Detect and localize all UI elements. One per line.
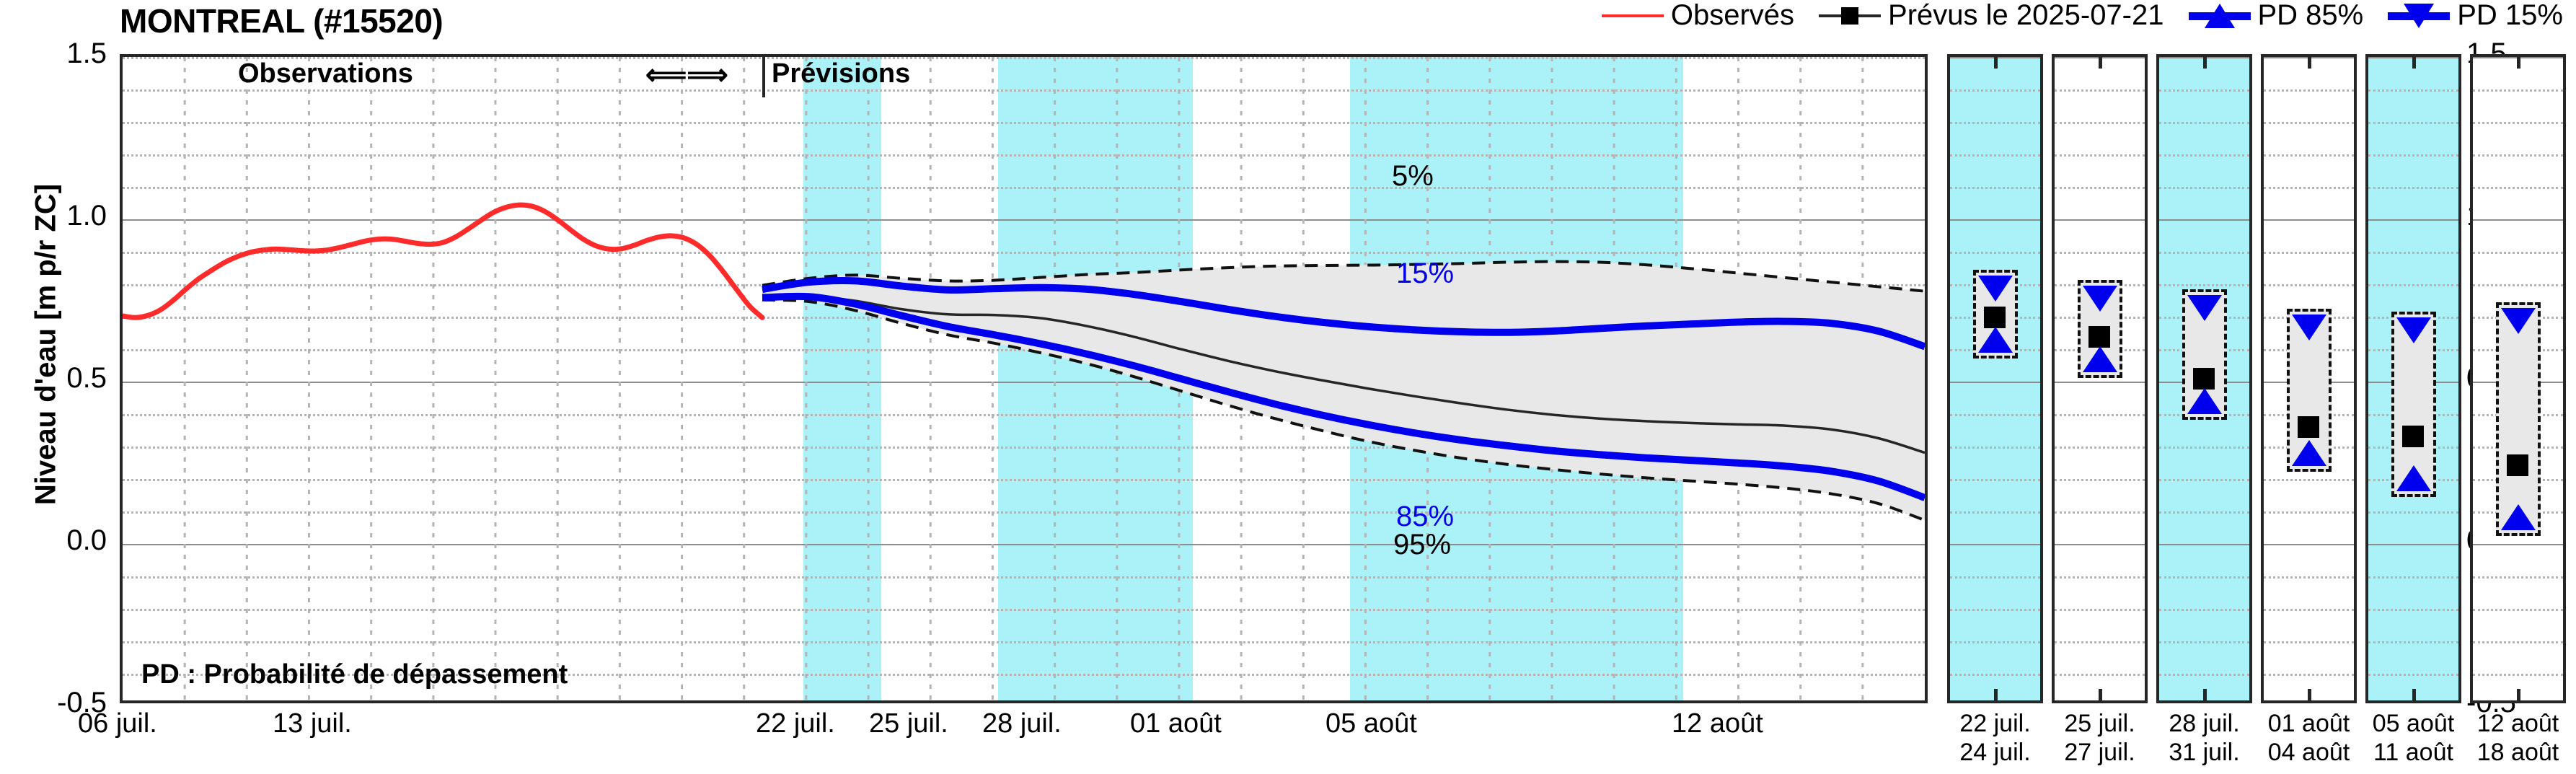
subpanel-date-start: 05 août xyxy=(2372,710,2455,737)
subpanel-marker-median xyxy=(2193,368,2215,390)
legend-label-observes: Observés xyxy=(1670,0,1795,31)
subpanel-tick-bottom xyxy=(1993,689,1998,700)
subpanel-tick-top xyxy=(2307,57,2311,69)
subpanel-tick-bottom xyxy=(2412,689,2416,700)
subpanel-date-end: 04 août xyxy=(2267,739,2350,766)
triangle-up-blue-icon xyxy=(2188,1,2251,30)
y-tick-label--0_5: -0.5 xyxy=(57,687,107,718)
subpanel-tick-bottom xyxy=(2516,689,2520,700)
x-tick-label-12aout: 12 août xyxy=(1672,708,1763,739)
subpanel-marker-pd15 xyxy=(2396,317,2431,344)
chart-legend: Observés Prévus le 2025-07-21 PD 85% PD … xyxy=(1601,0,2563,32)
legend-label-pd85: PD 85% xyxy=(2257,0,2364,31)
y-tick-label-0_0: 0.0 xyxy=(66,524,107,556)
subpanel-marker-median xyxy=(2088,326,2110,348)
subpanel-date-end: 31 juil. xyxy=(2169,739,2240,766)
page-title: MONTREAL (#15520) xyxy=(120,2,444,40)
subpanel-date-end: 24 juil. xyxy=(1959,739,2031,766)
subpanel-date-start: 01 août xyxy=(2267,710,2350,737)
subpanel-marker-pd85 xyxy=(2187,388,2222,415)
x-tick-label-25juil: 25 juil. xyxy=(869,708,948,739)
subpanel-2[interactable] xyxy=(2052,54,2148,703)
line-red-icon xyxy=(1601,1,1664,30)
subpanel-marker-median xyxy=(2507,454,2528,477)
observations-arrows: ⟸⟹ xyxy=(645,59,728,91)
subpanel-marker-median xyxy=(1984,307,2006,329)
legend-item-observes[interactable]: Observés xyxy=(1601,0,1795,32)
subpanel-date-label-2: 25 juil. 27 juil. xyxy=(2040,709,2159,767)
subpanel-marker-median xyxy=(2402,426,2424,448)
subpanel-tick-top xyxy=(2202,57,2207,69)
subpanel-date-label-4: 01 août 04 août xyxy=(2249,709,2368,767)
x-tick-label-05aout: 05 août xyxy=(1326,708,1417,739)
subpanel-tick-top xyxy=(2412,57,2416,69)
y-axis-label: Niveau d'eau [m p/r ZC] xyxy=(30,183,62,506)
subpanel-marker-pd15 xyxy=(2187,294,2222,321)
subpanel-date-start: 25 juil. xyxy=(2064,710,2135,737)
subpanel-marker-pd15 xyxy=(1978,276,2013,302)
subpanel-marker-pd85 xyxy=(2083,346,2117,373)
subpanel-1[interactable] xyxy=(1947,54,2043,703)
subpanel-date-end: 18 août xyxy=(2476,739,2559,766)
previsions-note: Prévisions xyxy=(772,58,911,89)
subpanel-date-start: 28 juil. xyxy=(2169,710,2240,737)
x-tick-label-01aout: 01 août xyxy=(1130,708,1222,739)
subpanel-tick-bottom xyxy=(2098,689,2102,700)
subpanel-range-box xyxy=(2496,302,2541,536)
x-tick-label-28juil: 28 juil. xyxy=(982,708,1062,739)
band-label-95pct: 95% xyxy=(1393,529,1452,560)
subpanel-tick-bottom xyxy=(2307,689,2311,700)
subpanel-date-label-6: 12 août 18 août xyxy=(2458,709,2576,767)
main-plot-area: Observations ⟸⟹ Prévisions 5% 15% 85% 95… xyxy=(120,54,1928,703)
legend-label-pd15: PD 15% xyxy=(2457,0,2563,31)
subpanel-date-start: 12 août xyxy=(2476,710,2559,737)
subpanel-date-label-3: 28 juil. 31 juil. xyxy=(2145,709,2264,767)
band-label-5pct: 5% xyxy=(1392,160,1434,192)
x-tick-label-22juil: 22 juil. xyxy=(756,708,835,739)
pd-footnote: PD : Probabilité de dépassement xyxy=(141,659,568,690)
subpanel-marker-pd15 xyxy=(2292,314,2326,340)
legend-item-prevus[interactable]: Prévus le 2025-07-21 xyxy=(1819,0,2164,32)
subpanel-marker-pd85 xyxy=(1978,327,2013,353)
subpanel-marker-pd15 xyxy=(2083,285,2117,312)
subpanel-marker-median xyxy=(2298,415,2319,438)
observations-note: Observations xyxy=(238,58,413,89)
y-tick-label-1_5: 1.5 xyxy=(66,38,107,69)
legend-label-prevus: Prévus le 2025-07-21 xyxy=(1888,0,2164,31)
subpanel-date-end: 27 juil. xyxy=(2064,739,2135,766)
x-tick-label-13juil: 13 juil. xyxy=(273,708,352,739)
subpanel-date-end: 11 août xyxy=(2373,739,2453,766)
legend-item-pd15[interactable]: PD 15% xyxy=(2388,0,2563,32)
subpanel-marker-pd15 xyxy=(2501,307,2536,334)
y-tick-label-0_5: 0.5 xyxy=(66,362,107,394)
y-tick-label-1_0: 1.0 xyxy=(66,200,107,232)
forecast-highlight-band xyxy=(803,57,881,700)
legend-item-pd85[interactable]: PD 85% xyxy=(2188,0,2364,32)
subpanel-tick-top xyxy=(2098,57,2102,69)
subpanel-date-label-5: 05 août 11 août xyxy=(2354,709,2473,767)
triangle-down-blue-icon xyxy=(2388,1,2451,30)
subpanel-tick-bottom xyxy=(2202,689,2207,700)
subpanel-tick-top xyxy=(1993,57,1998,69)
forecast-divider xyxy=(762,57,765,97)
x-tick-label-06juil: 06 juil. xyxy=(78,708,157,739)
subpanel-marker-pd85 xyxy=(2292,439,2326,466)
band-label-85pct: 85% xyxy=(1396,501,1455,532)
subpanel-marker-pd85 xyxy=(2501,503,2536,530)
band-label-15pct: 15% xyxy=(1396,258,1455,289)
subpanel-date-start: 22 juil. xyxy=(1959,710,2031,737)
main-series-svg xyxy=(123,57,1925,700)
subpanel-date-label-1: 22 juil. 24 juil. xyxy=(1936,709,2055,767)
line-black-square-icon xyxy=(1819,1,1882,30)
subpanel-tick-top xyxy=(2516,57,2520,69)
subpanel-marker-pd85 xyxy=(2396,465,2431,492)
